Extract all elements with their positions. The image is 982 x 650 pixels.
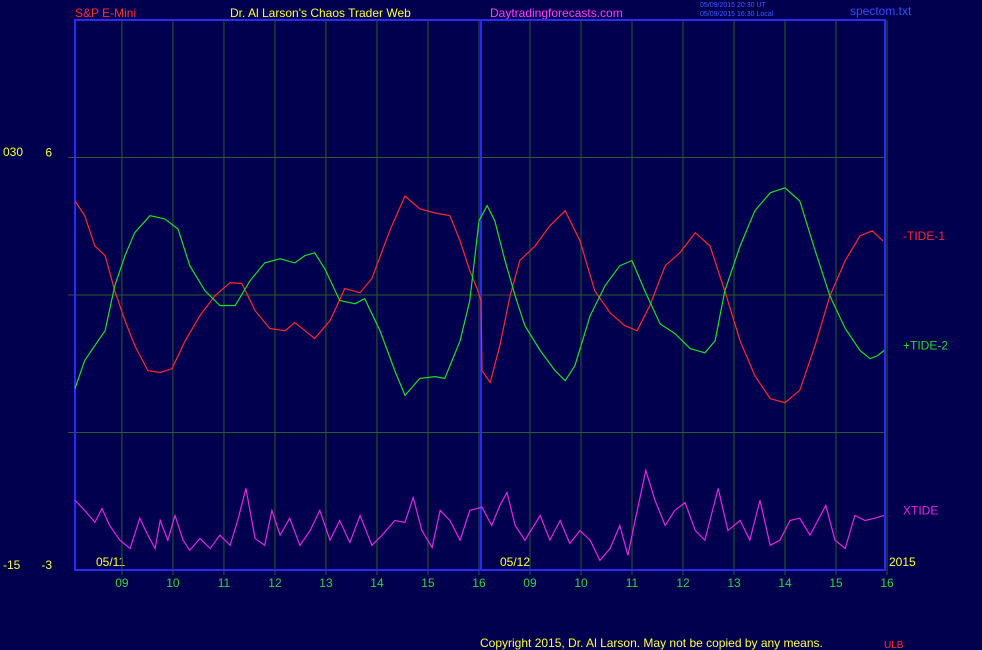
series-line [74, 195, 884, 404]
year-label: 2015 [889, 555, 916, 569]
x-tick-label: 13 [727, 576, 741, 590]
series-label: XTIDE [903, 503, 938, 517]
series-line [74, 187, 885, 397]
y2-tick-label: -15 [3, 558, 21, 572]
time-local: 05/09/2015 16:30 Local [700, 11, 774, 18]
file-name: spectom.txt [850, 4, 912, 18]
y2-tick-label: 030 [3, 145, 23, 159]
x-tick-label: 11 [218, 576, 231, 590]
x-tick-label: 14 [778, 576, 792, 590]
x-tick-label: 10 [166, 576, 180, 590]
x-tick-label: 09 [115, 576, 129, 590]
instrument: S&P E-Mini [75, 6, 136, 20]
series-label: -TIDE-1 [903, 229, 945, 243]
x-tick-label: 10 [574, 576, 588, 590]
day-label: 05/11 [96, 555, 125, 569]
time-ut: 05/09/2015 20:30 UT [700, 2, 766, 9]
x-tick-label: 09 [523, 576, 537, 590]
series-label: +TIDE-2 [903, 338, 948, 352]
plot-border [74, 19, 886, 571]
chart-title: Dr. Al Larson's Chaos Trader Web [230, 6, 411, 20]
x-tick-label: 11 [626, 576, 639, 590]
x-tick-label: 13 [319, 576, 333, 590]
x-tick-label: 15 [421, 576, 435, 590]
footer-mark: ULB [884, 640, 904, 650]
copyright: Copyright 2015, Dr. Al Larson. May not b… [480, 636, 823, 650]
y-tick-label: -3 [41, 558, 52, 572]
day-label: 05/12 [500, 555, 530, 569]
x-tick-label: 16 [472, 576, 486, 590]
x-tick-label: 12 [268, 576, 282, 590]
x-tick-label: 15 [829, 576, 843, 590]
y-tick-label: 6 [45, 146, 52, 160]
x-tick-label: 16 [880, 576, 894, 590]
series-line [74, 468, 885, 562]
site: Daytradingforecasts.com [490, 6, 623, 20]
x-tick-label: 14 [370, 576, 384, 590]
x-tick-label: 12 [676, 576, 690, 590]
